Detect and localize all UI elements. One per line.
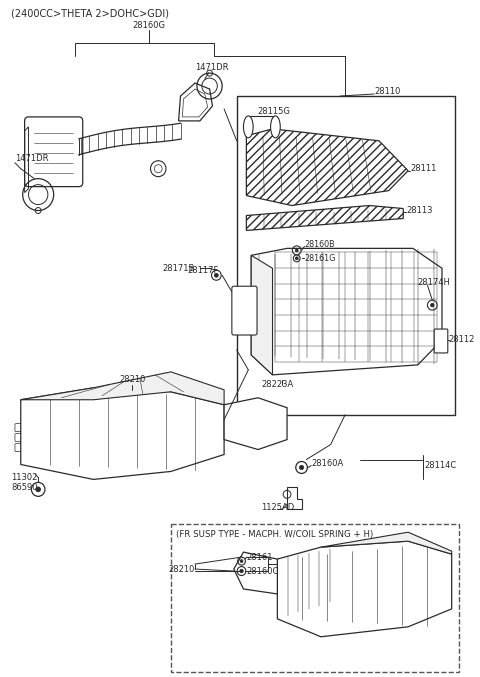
Text: 28114C: 28114C [424, 461, 457, 470]
Polygon shape [277, 541, 452, 637]
FancyBboxPatch shape [279, 596, 293, 604]
Circle shape [215, 274, 218, 278]
Polygon shape [21, 388, 224, 479]
FancyBboxPatch shape [232, 286, 257, 335]
Polygon shape [234, 552, 277, 594]
Bar [237, 96, 455, 415]
Polygon shape [321, 532, 452, 554]
Circle shape [36, 487, 41, 492]
Text: 28113: 28113 [406, 206, 432, 215]
Polygon shape [251, 248, 442, 375]
FancyBboxPatch shape [15, 443, 28, 452]
FancyBboxPatch shape [434, 329, 448, 353]
Polygon shape [246, 129, 408, 206]
Circle shape [240, 560, 243, 563]
Text: 28161: 28161 [246, 552, 273, 562]
Polygon shape [21, 372, 224, 405]
Text: 28223A: 28223A [261, 380, 293, 389]
Text: 28160G: 28160G [132, 21, 165, 30]
Text: 28161G: 28161G [304, 254, 336, 263]
FancyBboxPatch shape [15, 424, 28, 432]
FancyBboxPatch shape [15, 433, 28, 441]
Text: 86590: 86590 [11, 483, 37, 492]
Text: 1471DR: 1471DR [15, 154, 48, 163]
Text: 28111: 28111 [410, 165, 436, 173]
Text: 1471DR: 1471DR [195, 62, 228, 72]
Bar [171, 524, 459, 672]
Text: 28160A: 28160A [311, 459, 344, 468]
Text: (2400CC>THETA 2>DOHC>GDI): (2400CC>THETA 2>DOHC>GDI) [11, 8, 169, 18]
Polygon shape [287, 487, 301, 509]
Circle shape [240, 569, 243, 573]
Circle shape [431, 303, 434, 307]
Text: 28174H: 28174H [418, 278, 451, 287]
Text: 28112: 28112 [449, 336, 475, 345]
FancyBboxPatch shape [279, 586, 293, 594]
Text: 28171B: 28171B [163, 264, 195, 273]
FancyBboxPatch shape [279, 576, 293, 584]
Text: 28210: 28210 [119, 375, 145, 385]
Text: 11302: 11302 [11, 473, 37, 482]
Circle shape [300, 465, 304, 470]
Polygon shape [251, 255, 273, 375]
Text: 28117F: 28117F [188, 266, 219, 275]
Text: 28160C: 28160C [246, 567, 279, 575]
Circle shape [295, 257, 298, 260]
Text: 1125AD: 1125AD [261, 503, 294, 512]
Polygon shape [224, 398, 287, 450]
Text: 28160B: 28160B [304, 240, 335, 249]
Text: 28115G: 28115G [257, 108, 290, 116]
Ellipse shape [243, 116, 253, 138]
Text: 28210: 28210 [168, 565, 195, 573]
Ellipse shape [271, 116, 280, 138]
Polygon shape [246, 206, 403, 230]
Circle shape [295, 249, 298, 252]
Text: (FR SUSP TYPE - MACPH. W/COIL SPRING + H): (FR SUSP TYPE - MACPH. W/COIL SPRING + H… [176, 529, 373, 539]
Text: 28110: 28110 [374, 87, 401, 95]
FancyBboxPatch shape [24, 117, 83, 187]
